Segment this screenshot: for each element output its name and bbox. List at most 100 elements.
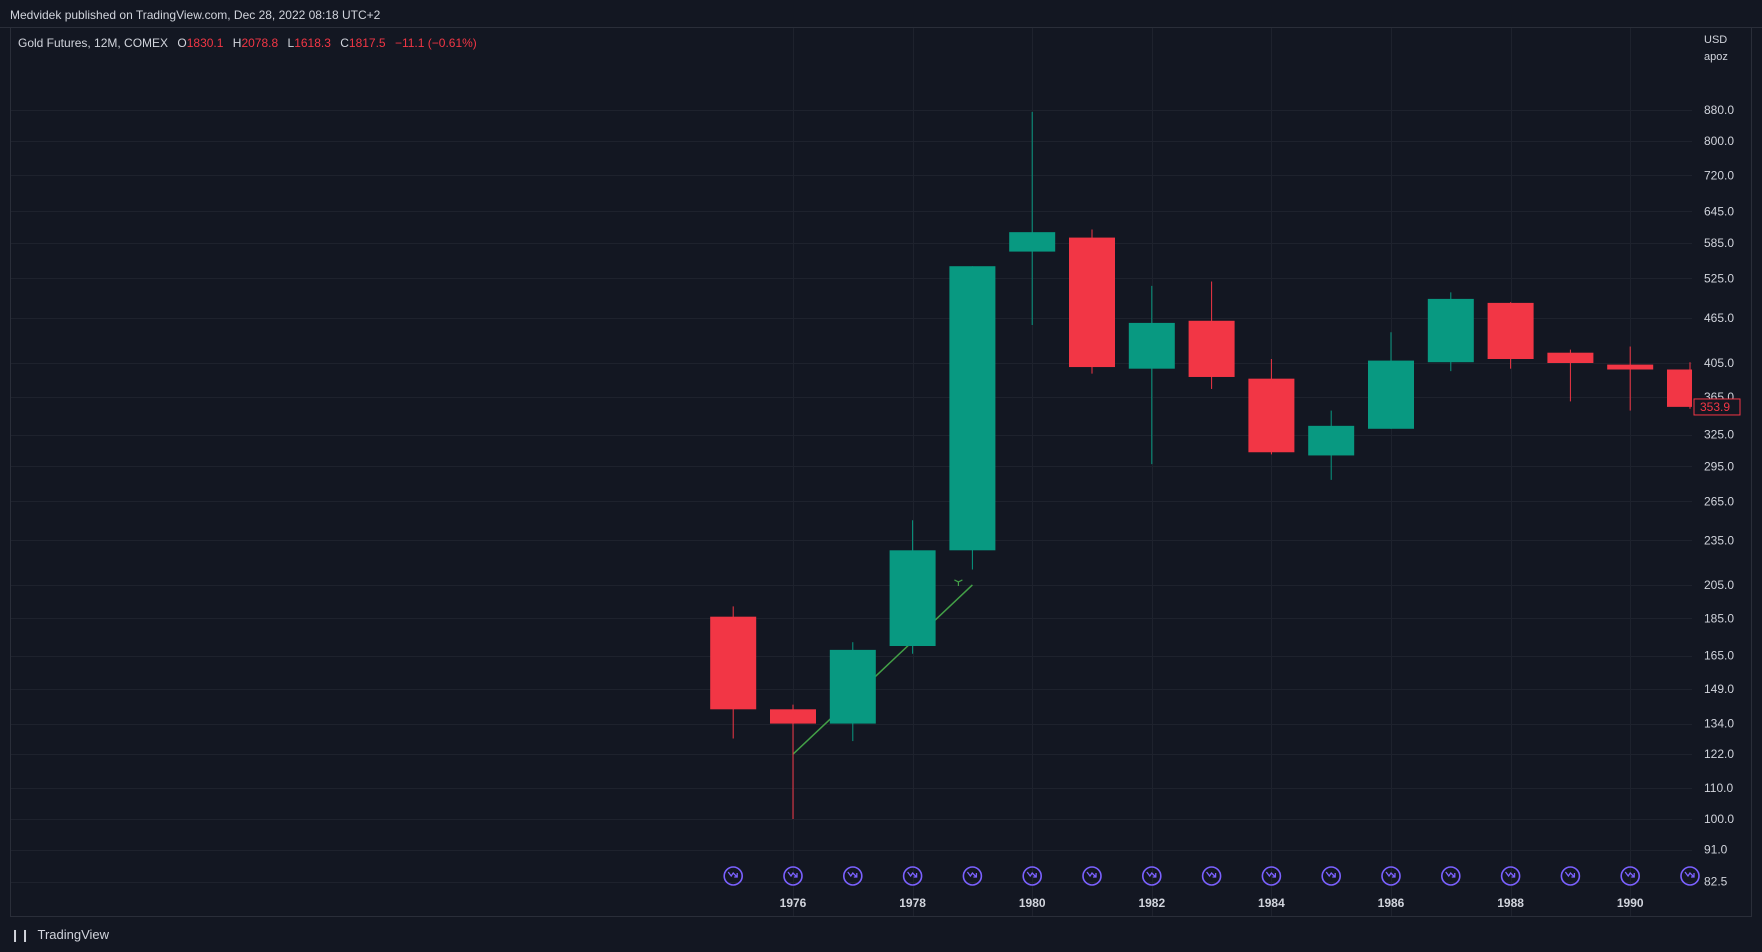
event-icon[interactable] (1381, 866, 1401, 886)
event-icon[interactable] (1620, 866, 1640, 886)
candle-up (1128, 285, 1175, 465)
candlestick-chart[interactable]: 82.5 91.0 100.0 110.0 122.0 134.0 149.0 165.0 18… (0, 0, 1762, 917)
low-value: 1618.3 (294, 36, 331, 50)
price-tick-label: 134.0 (1704, 717, 1734, 731)
high-label: H (232, 36, 242, 50)
event-arrow (1624, 871, 1635, 878)
candle-body (1368, 360, 1414, 429)
time-tick-label: 1980 (1019, 896, 1046, 910)
price-tick-label: 325.0 (1704, 428, 1734, 442)
event-circle (1261, 866, 1282, 886)
symbol-legend: Gold Futures, 12M, COMEX O1830.1 H2078.8… (18, 36, 483, 50)
event-icon[interactable] (1201, 866, 1222, 886)
event-circle (1620, 866, 1640, 886)
price-tick-label: 100.0 (1704, 812, 1734, 826)
candle-body (1607, 364, 1654, 370)
time-tick-label: 1990 (1617, 896, 1644, 910)
event-icon[interactable] (1680, 866, 1700, 886)
price-tick-label: 295.0 (1704, 459, 1734, 473)
event-icon[interactable] (962, 866, 983, 886)
event-circle (1201, 866, 1222, 886)
event-circle (1441, 866, 1461, 886)
candle-down (1607, 346, 1654, 411)
candle-body (1427, 298, 1474, 363)
candle-up (1427, 292, 1474, 372)
event-icon[interactable] (1261, 866, 1282, 886)
event-icon[interactable] (1321, 866, 1341, 886)
time-tick-label: 1988 (1497, 896, 1524, 910)
event-circle (842, 866, 863, 886)
event-icon[interactable] (1082, 866, 1102, 886)
event-icon[interactable] (1142, 866, 1162, 886)
last-price-tag (1693, 398, 1741, 416)
price-tick-label: 265.0 (1704, 494, 1734, 508)
price-tick-label: 205.0 (1704, 578, 1734, 592)
event-icon[interactable] (1560, 866, 1581, 886)
candle-body (1128, 322, 1175, 369)
price-tick-label: 122.0 (1704, 747, 1734, 761)
open-label: O (177, 36, 187, 50)
event-circle (723, 866, 744, 886)
time-tick-label: 1976 (780, 896, 807, 910)
price-tick-label: 165.0 (1704, 649, 1734, 663)
candle-up (1368, 332, 1414, 429)
candle-body (1248, 378, 1295, 453)
events-layer (723, 866, 1700, 886)
symbol-name: Gold Futures, 12M, COMEX (18, 36, 169, 50)
candle-body (1547, 352, 1594, 363)
event-circle (1381, 866, 1401, 886)
candle-body (889, 550, 936, 647)
price-tick-label: 880.0 (1704, 103, 1734, 117)
candle-body (1069, 237, 1115, 368)
high-value: 2078.8 (241, 36, 279, 50)
candle-down (770, 704, 816, 819)
close-label: C (340, 36, 349, 50)
event-icon[interactable] (842, 866, 863, 886)
time-tick-label: 1986 (1378, 896, 1405, 910)
publish-info: Medvidek published on TradingView.com, D… (10, 8, 381, 22)
event-arrow (1206, 871, 1217, 878)
candles-layer (710, 111, 1692, 819)
candle-up (829, 642, 876, 742)
event-arrow (1505, 871, 1516, 878)
candle-body (1308, 425, 1355, 456)
trendline-layer (792, 579, 973, 755)
event-arrow (1385, 871, 1396, 878)
event-arrow (787, 871, 798, 878)
candle-up (1308, 410, 1355, 480)
candle-down (1069, 229, 1115, 374)
event-icon[interactable] (783, 866, 803, 886)
event-circle (902, 866, 923, 886)
event-circle (1022, 866, 1042, 886)
tradingview-brand[interactable]: ❙❙ TradingView (10, 927, 109, 942)
last-price-label: 353.9 (1700, 400, 1730, 414)
event-arrow (1026, 871, 1037, 878)
price-tick-label: 149.0 (1704, 682, 1734, 696)
candle-body (1009, 232, 1056, 252)
event-arrow (966, 871, 978, 878)
event-arrow (1445, 871, 1456, 878)
event-arrow (1086, 871, 1097, 878)
candle-down (1487, 302, 1534, 369)
price-tick-label: 185.0 (1704, 611, 1734, 625)
event-circle (783, 866, 803, 886)
currency-label: USD (1704, 34, 1728, 46)
event-icon[interactable] (1022, 866, 1042, 886)
event-icon[interactable] (723, 866, 744, 886)
close-value: 1817.5 (348, 36, 386, 50)
event-arrow (1325, 871, 1336, 878)
price-tick-label: 82.5 (1704, 875, 1728, 889)
time-tick-label: 1982 (1138, 896, 1165, 910)
event-arrow (1146, 871, 1157, 878)
price-tick-label: 110.0 (1704, 781, 1733, 795)
tradingview-logo-icon: ❙❙ (10, 928, 31, 942)
trendline-marker (954, 579, 963, 586)
price-tick-label: 720.0 (1704, 168, 1734, 182)
open-value: 1830.1 (186, 36, 224, 50)
candle-body (949, 266, 996, 551)
candle-body (1667, 369, 1692, 407)
candle-body (1487, 302, 1534, 359)
event-icon[interactable] (1500, 866, 1521, 886)
event-icon[interactable] (1441, 866, 1461, 886)
event-icon[interactable] (902, 866, 923, 886)
